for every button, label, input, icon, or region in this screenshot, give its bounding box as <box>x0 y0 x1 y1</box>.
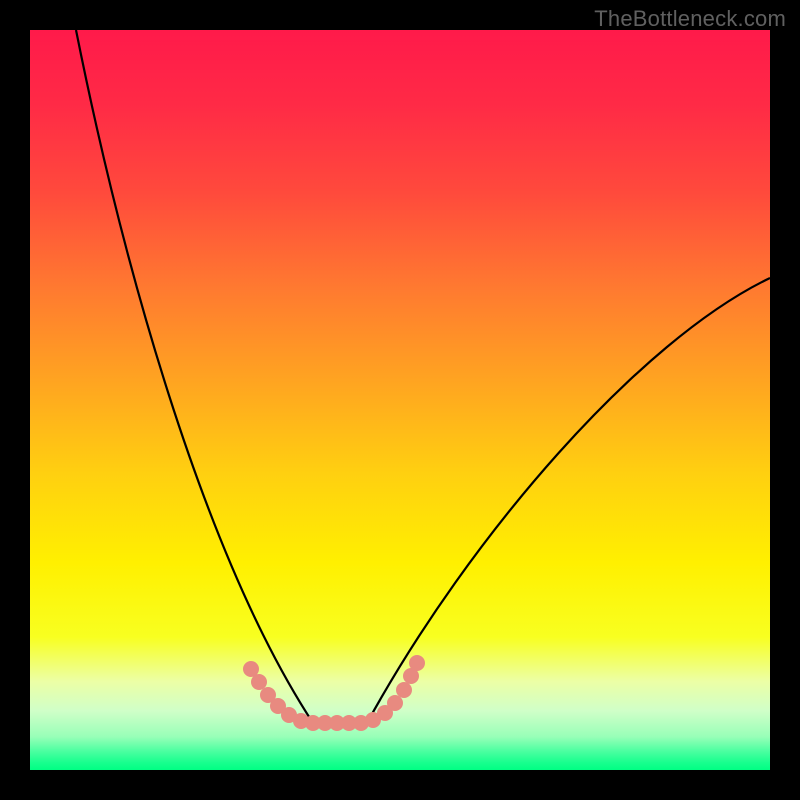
trough-dot <box>252 675 267 690</box>
outer-frame: TheBottleneck.com <box>0 0 800 800</box>
watermark-text: TheBottleneck.com <box>594 6 786 32</box>
trough-dot <box>388 696 403 711</box>
trough-dot <box>397 683 412 698</box>
curve-right-branch <box>367 278 770 723</box>
bottleneck-curve <box>30 30 770 770</box>
trough-dot <box>244 662 259 677</box>
plot-area <box>30 30 770 770</box>
curve-left-branch <box>76 30 313 723</box>
trough-dot <box>410 656 425 671</box>
trough-markers <box>244 656 425 731</box>
